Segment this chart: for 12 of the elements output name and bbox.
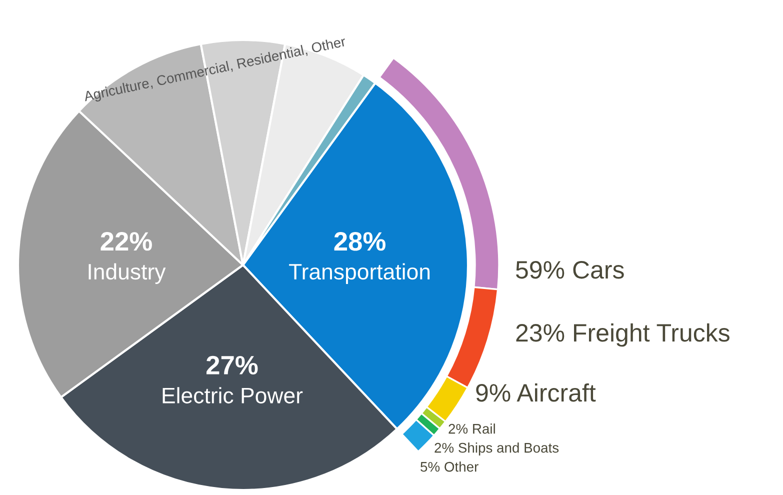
slice-label: Electric Power [162, 387, 303, 404]
slice-label: Industry [88, 263, 166, 284]
data-label: 22% [100, 232, 152, 251]
text: 5% Other [420, 462, 478, 472]
data-label: 27% [206, 356, 258, 375]
text: 2% Rail [448, 424, 495, 434]
text: 23% Freight Trucks [516, 323, 730, 347]
text: 9% Aircraft [476, 383, 596, 402]
data-label: 28% [334, 232, 386, 251]
slice-label: Transportation [289, 263, 430, 284]
text: 2% Ships and Boats [434, 442, 559, 456]
text: 59% Cars [516, 261, 624, 279]
